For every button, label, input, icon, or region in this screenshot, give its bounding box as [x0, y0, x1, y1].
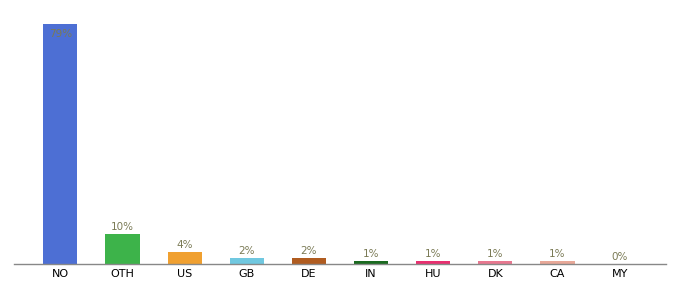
Text: 2%: 2% [301, 246, 317, 256]
Text: 79%: 79% [49, 29, 72, 39]
Text: 1%: 1% [425, 249, 441, 260]
Text: 4%: 4% [176, 240, 193, 250]
Bar [105, 234, 139, 264]
Bar [167, 252, 202, 264]
Text: 10%: 10% [111, 222, 134, 232]
Bar [478, 261, 513, 264]
Bar [354, 261, 388, 264]
Text: 0%: 0% [611, 252, 628, 262]
Bar [292, 258, 326, 264]
Text: 1%: 1% [363, 249, 379, 260]
Text: 1%: 1% [549, 249, 566, 260]
Bar [416, 261, 450, 264]
Bar [44, 24, 78, 264]
Text: 1%: 1% [487, 249, 504, 260]
Bar [230, 258, 264, 264]
Bar [541, 261, 575, 264]
Text: 2%: 2% [239, 246, 255, 256]
